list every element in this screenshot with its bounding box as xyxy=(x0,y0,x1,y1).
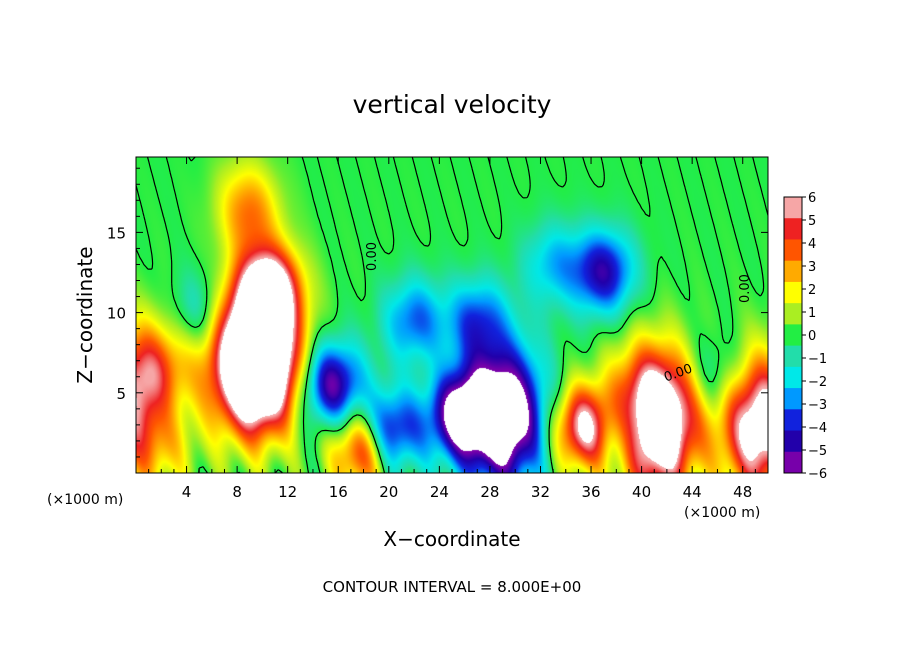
x-unit-label-left: (×1000 m) xyxy=(47,492,123,508)
colorbar-label: −2 xyxy=(808,375,827,390)
colorbar-swatch xyxy=(784,451,802,474)
x-axis-label: X−coordinate xyxy=(383,527,520,551)
contour-label: 0.00 xyxy=(738,274,753,303)
colorbar: 6 5 4 3 2 1 0 −1 −2 −3 −4 −5 −6 xyxy=(783,191,827,482)
x-unit-label-right: (×1000 m) xyxy=(684,505,760,521)
x-axis-ticks: 4 8 12 16 20 24 28 32 36 40 44 48 xyxy=(148,157,756,501)
colorbar-label: −4 xyxy=(808,421,827,436)
colorbar-swatch xyxy=(784,197,802,219)
x-tick-label: 16 xyxy=(329,483,348,501)
colorbar-label: −1 xyxy=(808,352,827,367)
colorbar-swatch xyxy=(784,281,802,304)
colorbar-swatch xyxy=(784,430,802,453)
y-tick-label: 15 xyxy=(107,224,126,242)
colorbar-swatch xyxy=(784,303,802,325)
colorbar-swatch xyxy=(784,388,802,410)
colorbar-label: 3 xyxy=(808,260,816,275)
colorbar-label: 6 xyxy=(808,191,816,206)
velocity-heatmap xyxy=(136,157,768,473)
y-axis-label: Z−coordinate xyxy=(73,246,97,383)
colorbar-label: 4 xyxy=(808,237,816,252)
y-tick-label: 5 xyxy=(116,385,126,403)
x-tick-label: 36 xyxy=(581,483,600,501)
colorbar-swatch xyxy=(784,218,802,240)
chart-title: vertical velocity xyxy=(353,90,552,119)
colorbar-swatch xyxy=(784,260,802,283)
x-tick-label: 28 xyxy=(480,483,499,501)
colorbar-swatch xyxy=(784,366,802,389)
colorbar-swatch xyxy=(784,239,802,262)
contour-interval-note: CONTOUR INTERVAL = 8.000E+00 xyxy=(323,578,582,596)
x-tick-label: 12 xyxy=(278,483,297,501)
x-tick-label: 8 xyxy=(232,483,242,501)
heatmap-field-container xyxy=(136,157,768,473)
colorbar-label: 1 xyxy=(808,306,816,321)
colorbar-label: 0 xyxy=(808,329,816,344)
colorbar-swatch xyxy=(784,409,802,432)
x-tick-label: 24 xyxy=(430,483,449,501)
colorbar-swatch xyxy=(784,324,802,347)
colorbar-label: 5 xyxy=(808,214,816,229)
x-tick-label: 44 xyxy=(683,483,702,501)
y-axis-ticks: 5 10 15 xyxy=(107,167,768,458)
colorbar-swatch xyxy=(784,345,802,368)
colorbar-label: 2 xyxy=(808,283,816,298)
x-tick-label: 48 xyxy=(733,483,752,501)
colorbar-label: −6 xyxy=(808,467,827,482)
x-tick-label: 20 xyxy=(379,483,398,501)
x-tick-label: 32 xyxy=(531,483,550,501)
contour-label: 0.00 xyxy=(365,242,380,271)
colorbar-label: −5 xyxy=(808,444,827,459)
x-tick-label: 40 xyxy=(632,483,651,501)
colorbar-label: −3 xyxy=(808,398,827,413)
y-tick-label: 10 xyxy=(107,305,126,323)
x-tick-label: 4 xyxy=(182,483,192,501)
